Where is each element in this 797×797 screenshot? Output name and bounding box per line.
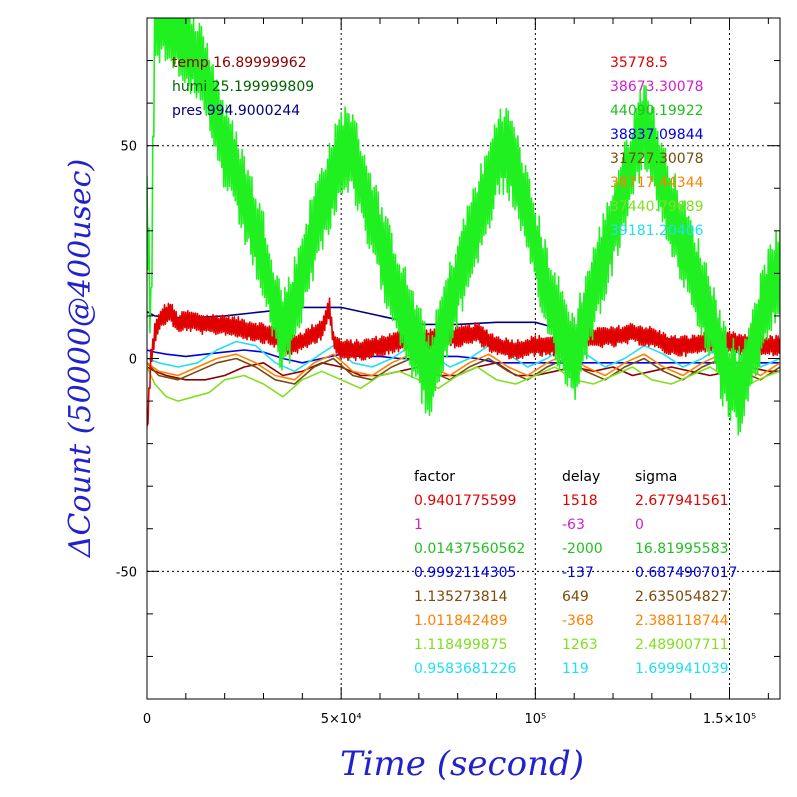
y-axis-title: ΔCount (50000@400usec) — [63, 159, 98, 558]
x-tick-label: 10⁵ — [524, 712, 546, 727]
table-cell-delay: 649 — [562, 589, 589, 605]
env-readout: humi 25.199999809 — [172, 79, 314, 95]
channel-value: 38837.09844 — [610, 127, 704, 143]
y-tick-label: 0 — [129, 353, 137, 368]
env-readout: pres 994.9000244 — [172, 103, 300, 119]
series-line-7 — [147, 297, 780, 427]
x-tick-label: 1.5×10⁵ — [703, 712, 756, 727]
table-cell-factor: 1.011842489 — [414, 613, 508, 629]
series-line-6 — [147, 366, 780, 402]
x-tick-label: 5×10⁴ — [321, 712, 362, 727]
table-cell-delay: 119 — [562, 661, 589, 677]
table-header: factor — [414, 469, 455, 485]
x-axis-title: Time (second) — [340, 744, 584, 784]
table-cell-factor: 0.01437560562 — [414, 541, 525, 557]
ticks: 50 0 -50 0 5×10⁴ 10⁵ 1.5×10⁵ — [116, 17, 780, 727]
table-cell-sigma: 2.677941561 — [635, 493, 729, 509]
y-tick-label: -50 — [116, 565, 137, 580]
channel-value: 39181.20406 — [610, 223, 704, 239]
table-cell-sigma: 1.699941039 — [635, 661, 729, 677]
channel-value: 38717.44344 — [610, 175, 704, 191]
table-cell-delay: 1263 — [562, 637, 598, 653]
table-cell-factor: 0.9992114305 — [414, 565, 516, 581]
channel-value: 31727.30078 — [610, 151, 704, 167]
table-cell-sigma: 2.388118744 — [635, 613, 729, 629]
table-cell-delay: -137 — [562, 565, 594, 581]
table-cell-sigma: 0.6874907017 — [635, 565, 737, 581]
table-cell-sigma: 16.81995583 — [635, 541, 729, 557]
series-line-5 — [147, 353, 780, 381]
table-cell-sigma: 0 — [635, 517, 644, 533]
env-readout: temp 16.89999962 — [172, 55, 307, 71]
table-cell-delay: -63 — [562, 517, 585, 533]
channel-value: 38673.30078 — [610, 79, 704, 95]
table-cell-delay: -2000 — [562, 541, 603, 557]
channel-value: 37440.79689 — [610, 199, 704, 215]
table-cell-sigma: 2.489007711 — [635, 637, 729, 653]
plot-background — [147, 18, 780, 699]
channel-value: 44090.19922 — [610, 103, 704, 119]
table-cell-factor: 1 — [414, 517, 423, 533]
table-header: delay — [562, 469, 600, 485]
x-tick-label: 0 — [143, 712, 151, 727]
table-cell-delay: 1518 — [562, 493, 598, 509]
table-cell-delay: -368 — [562, 613, 594, 629]
table-cell-factor: 0.9401775599 — [414, 493, 516, 509]
table-header: sigma — [635, 469, 677, 485]
table-cell-factor: 1.135273814 — [414, 589, 508, 605]
series-line-8 — [147, 18, 780, 436]
series-line-3 — [147, 340, 780, 373]
table-cell-factor: 0.9583681226 — [414, 661, 517, 677]
table-cell-sigma: 2.635054827 — [635, 589, 729, 605]
annotations: temp 16.89999962 humi 25.199999809 pres 99… — [172, 55, 737, 677]
channel-value: 35778.5 — [610, 55, 668, 71]
series-layer — [147, 18, 780, 436]
series-line-4 — [147, 357, 780, 385]
y-tick-label: 50 — [120, 140, 137, 155]
table-cell-factor: 1.118499875 — [414, 637, 508, 653]
